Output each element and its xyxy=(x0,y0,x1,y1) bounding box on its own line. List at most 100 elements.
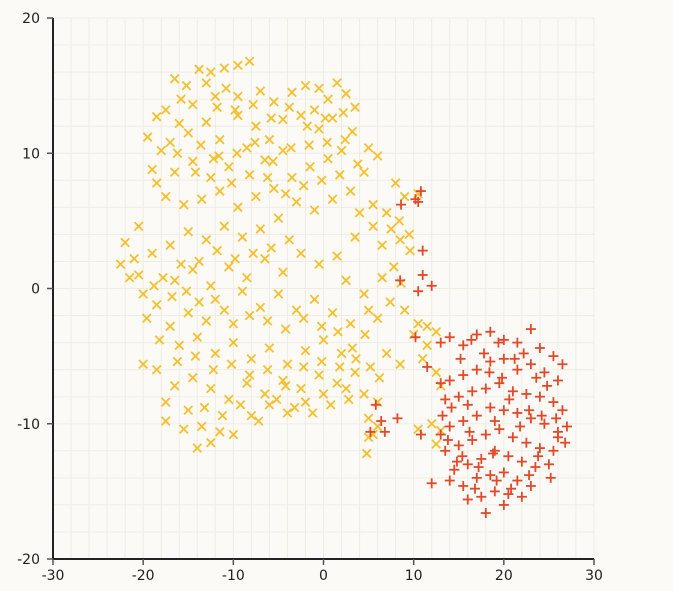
x-marker-point xyxy=(214,151,224,161)
marker-stroke xyxy=(248,248,259,259)
marker-stroke xyxy=(273,213,284,224)
x-marker-point xyxy=(246,353,257,364)
marker-stroke xyxy=(205,67,216,77)
x-tick-label: 20 xyxy=(495,568,513,584)
x-marker-point xyxy=(181,286,192,297)
plus-marker-point xyxy=(444,475,455,486)
x-marker-point xyxy=(172,356,183,367)
x-marker-point xyxy=(296,383,306,394)
marker-stroke xyxy=(124,272,135,283)
marker-stroke xyxy=(390,178,401,188)
x-marker-point xyxy=(284,102,295,113)
plus-marker-point xyxy=(560,437,571,448)
plus-marker-point xyxy=(494,424,505,435)
x-marker-point xyxy=(399,305,410,315)
plus-marker-point xyxy=(503,451,514,462)
x-marker-point xyxy=(345,186,356,196)
plus-marker-point xyxy=(542,380,553,391)
marker-stroke xyxy=(363,305,374,315)
x-marker-point xyxy=(160,397,171,407)
plus-marker-point xyxy=(491,475,502,486)
marker-stroke xyxy=(269,183,279,194)
x-marker-point xyxy=(278,375,288,386)
marker-stroke xyxy=(160,416,171,426)
marker-stroke xyxy=(201,117,212,127)
x-marker-point xyxy=(214,134,225,145)
marker-stroke xyxy=(169,275,180,286)
marker-stroke xyxy=(138,359,149,370)
marker-stroke xyxy=(381,348,392,359)
x-marker-point xyxy=(232,148,242,159)
marker-stroke xyxy=(345,186,356,196)
plus-marker-point xyxy=(539,367,550,378)
x-marker-point xyxy=(365,362,376,372)
marker-stroke xyxy=(169,381,180,391)
y-tick-label: -10 xyxy=(17,417,40,433)
marker-stroke xyxy=(260,389,270,399)
x-marker-point xyxy=(192,443,203,453)
plus-marker-point xyxy=(552,432,563,443)
x-marker-point xyxy=(237,232,248,242)
x-marker-point xyxy=(151,178,162,188)
x-marker-point xyxy=(269,97,279,107)
x-marker-point xyxy=(269,183,279,194)
marker-stroke xyxy=(176,94,186,104)
x-tick-label: -30 xyxy=(42,568,65,584)
x-marker-point xyxy=(273,213,284,224)
marker-stroke xyxy=(280,324,291,334)
plus-marker-point xyxy=(509,353,520,364)
marker-stroke xyxy=(273,289,284,299)
marker-stroke xyxy=(214,186,225,196)
x-marker-point xyxy=(226,178,237,188)
marker-stroke xyxy=(196,194,207,205)
plus-marker-point xyxy=(478,348,489,359)
marker-stroke xyxy=(280,188,291,199)
x-marker-point xyxy=(314,259,324,269)
x-marker-point xyxy=(374,372,385,383)
plus-marker-point xyxy=(524,405,535,416)
x-marker-point xyxy=(183,128,194,138)
marker-stroke xyxy=(172,356,183,367)
marker-stroke xyxy=(338,107,349,118)
x-marker-point xyxy=(282,408,293,418)
plus-marker-point xyxy=(458,480,469,491)
marker-stroke xyxy=(237,286,248,297)
x-marker-point xyxy=(327,113,338,123)
marker-stroke xyxy=(147,164,158,175)
x-marker-point xyxy=(404,229,414,240)
plus-marker-point xyxy=(534,343,545,354)
x-marker-point xyxy=(199,402,210,413)
plus-marker-point xyxy=(539,418,550,429)
x-marker-point xyxy=(325,399,336,410)
plus-marker-point xyxy=(516,491,527,502)
x-marker-point xyxy=(327,308,338,318)
marker-stroke xyxy=(278,114,288,125)
x-marker-point xyxy=(181,80,192,91)
y-tick-label: -20 xyxy=(17,552,40,568)
marker-stroke xyxy=(183,405,194,416)
marker-stroke xyxy=(212,102,222,113)
x-marker-point xyxy=(268,156,278,167)
x-marker-point xyxy=(386,224,396,234)
x-marker-point xyxy=(280,188,291,199)
plus-marker-point xyxy=(462,494,473,505)
plus-marker-point xyxy=(435,429,446,440)
marker-stroke xyxy=(174,118,185,129)
x-marker-point xyxy=(300,345,311,356)
marker-stroke xyxy=(190,167,201,178)
marker-stroke xyxy=(194,256,204,267)
plus-marker-point xyxy=(551,413,562,424)
marker-stroke xyxy=(142,132,153,142)
x-marker-point xyxy=(300,80,311,91)
plus-marker-point xyxy=(467,434,478,445)
plus-marker-point xyxy=(466,334,477,345)
marker-stroke xyxy=(201,234,212,245)
plus-marker-point xyxy=(545,472,556,483)
x-marker-point xyxy=(151,111,162,122)
x-marker-point xyxy=(165,240,176,251)
marker-stroke xyxy=(154,335,165,345)
x-marker-point xyxy=(320,113,331,123)
x-marker-point xyxy=(316,321,327,332)
y-tick-label: 20 xyxy=(22,11,40,27)
